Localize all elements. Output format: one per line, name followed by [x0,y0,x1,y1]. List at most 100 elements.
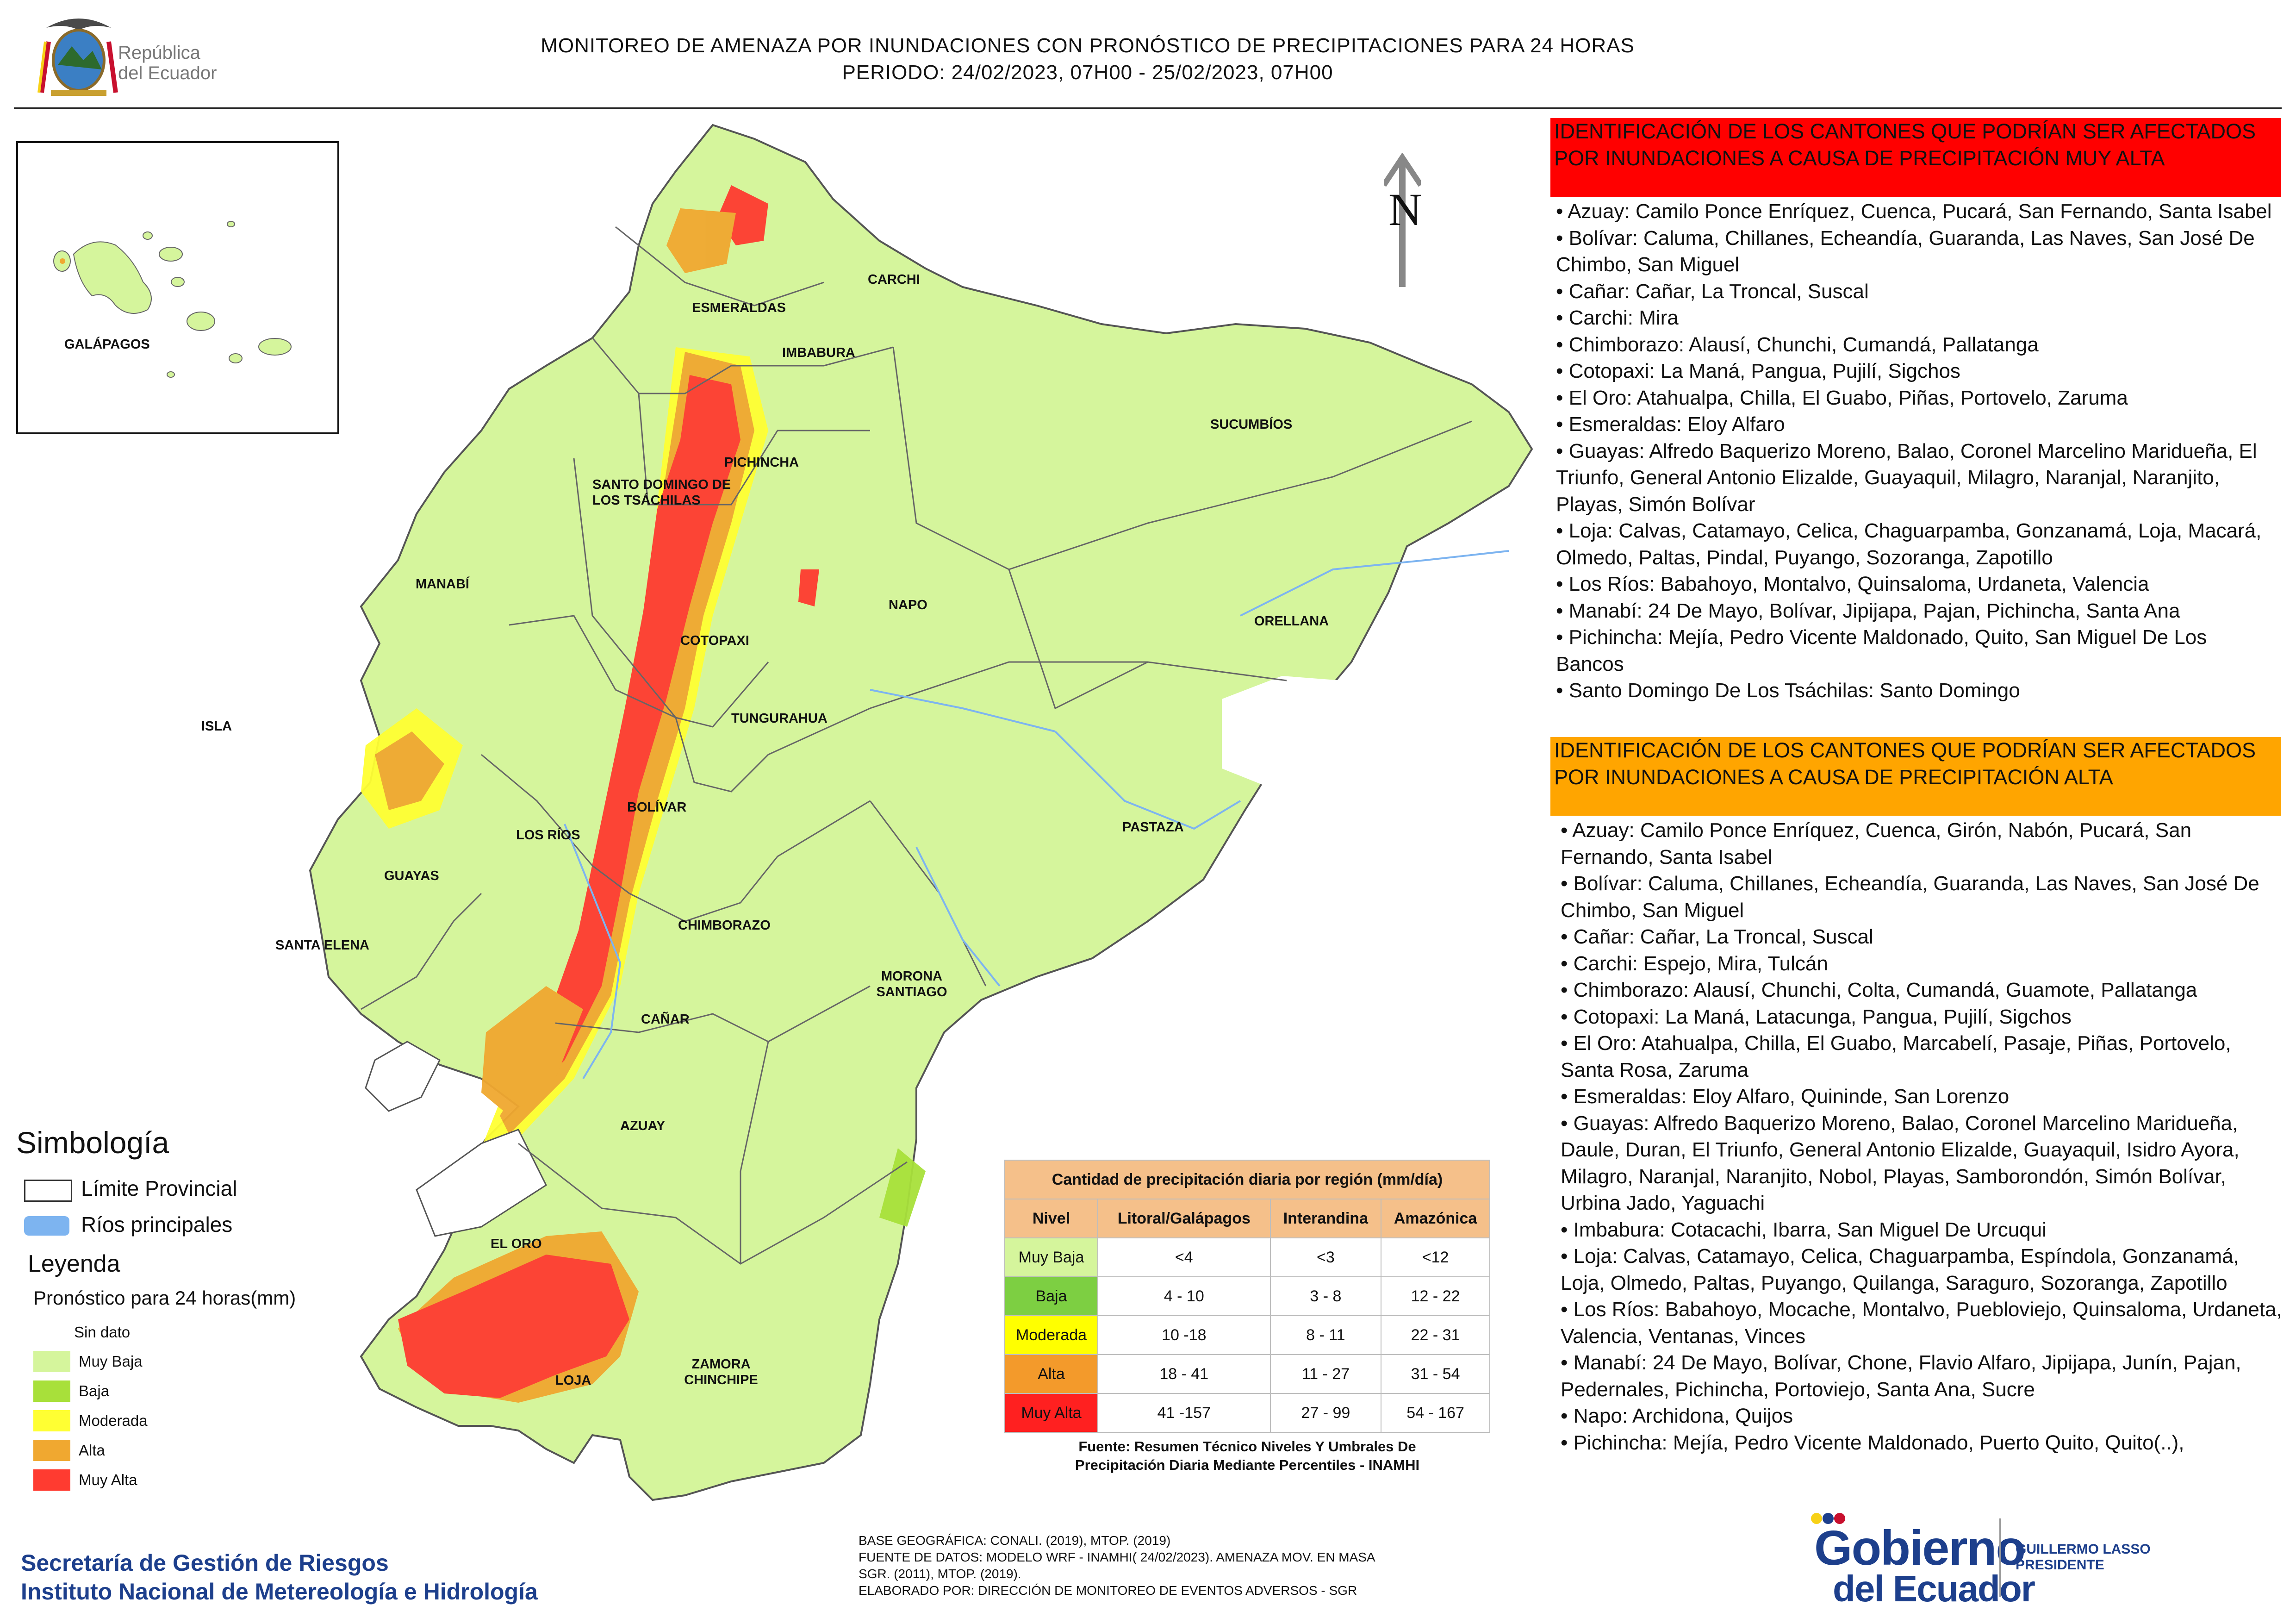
province-label-imbabura: IMBABURA [782,345,855,360]
table-cell: 4 - 10 [1097,1276,1271,1316]
province-label-manabi: MANABÍ [416,577,469,592]
list-item: • Azuay: Camilo Ponce Enríquez, Cuenca, … [1561,819,2192,868]
pronostico-title: Pronóstico para 24 horas(mm) [33,1287,296,1309]
list-item: • Carchi: Espejo, Mira, Tulcán [1561,952,1828,975]
base-note-line: SGR. (2011), MTOP. (2019). [859,1567,1021,1581]
legend-swatch [33,1469,70,1491]
list-item: • Loja: Calvas, Catamayo, Celica, Chagua… [1561,1245,2239,1294]
table-row: Alta 18 - 41 11 - 27 31 - 54 [1004,1354,1490,1394]
gobierno-logo-text: Gobierno del Ecuador [1814,1521,2035,1609]
alta-header: IDENTIFICACIÓN DE LOS CANTONES QUE PODRÍ… [1550,737,2281,816]
table-source-note: Fuente: Resumen Técnico Niveles Y Umbral… [1004,1437,1490,1474]
list-item: • Chimborazo: Alausí, Chunchi, Cumandá, … [1556,333,2039,356]
legend-level-label: Sin dato [74,1324,131,1341]
list-item: • Carchi: Mira [1556,306,1679,329]
table-row: Baja 4 - 10 3 - 8 12 - 22 [1004,1276,1490,1316]
table-title: Cantidad de precipitación diaria por reg… [1004,1160,1490,1199]
table-cell: 10 -18 [1097,1315,1271,1355]
province-label-orellana: ORELLANA [1254,614,1329,629]
gobierno-line1: Gobierno [1814,1521,2026,1575]
list-item: • Napo: Archidona, Quijos [1561,1405,1793,1427]
legend-level-label: Baja [79,1382,110,1399]
table-cell: 18 - 41 [1097,1354,1271,1394]
ecuador-flood-threat-map: CARCHI ESMERALDAS IMBABURA SUCUMBÍOS SAN… [201,106,1620,1579]
table-cell: <3 [1269,1237,1382,1277]
country-outline [309,124,1533,1501]
province-label-isla: ISLA [201,719,232,734]
logo-text-line2: del Ecuador [118,63,217,83]
province-label-canar: CAÑAR [641,1012,690,1027]
legend-swatch [33,1410,70,1431]
muy-alta-header: IDENTIFICACIÓN DE LOS CANTONES QUE PODRÍ… [1550,118,2281,197]
province-label-los-rios: LOS RÍOS [516,828,580,843]
list-item: • Cotopaxi: La Maná, Pangua, Pujilí, Sig… [1556,360,1960,382]
institution-credits: Secretaría de Gestión de Riesgos Institu… [21,1549,538,1606]
list-item: • Santo Domingo De Los Tsáchilas: Santo … [1556,679,2020,702]
gobierno-logo-icon [1807,1507,1849,1532]
legend-level-label: Muy Baja [79,1353,143,1370]
list-item: • El Oro: Atahualpa, Chilla, El Guabo, M… [1561,1032,2231,1081]
table-cell: 22 - 31 [1381,1315,1490,1355]
table-cell-level: Moderada [1004,1315,1099,1355]
page-title: MONITOREO DE AMENAZA POR INUNDACIONES CO… [463,32,1712,86]
table-cell: 11 - 27 [1269,1354,1382,1394]
inset-galapagos-label: GALÁPAGOS [64,337,150,352]
table-cell-level: Muy Baja [1004,1237,1099,1277]
list-item: • Cañar: Cañar, La Troncal, Suscal [1556,280,1869,303]
province-label-esmeraldas: ESMERALDAS [692,300,786,315]
table-source-line1: Fuente: Resumen Técnico Niveles Y Umbral… [1078,1438,1416,1455]
list-item: • El Oro: Atahualpa, Chilla, El Guabo, P… [1556,386,2128,409]
province-label-pastaza: PASTAZA [1122,820,1184,835]
gobierno-separator [1999,1518,2001,1597]
legend-level-label: Muy Alta [79,1471,137,1488]
list-item: • Bolívar: Caluma, Chillanes, Echeandía,… [1556,226,2255,276]
province-label-guayas: GUAYAS [384,868,439,883]
galapagos-inset-map: GALÁPAGOS [16,141,339,434]
province-label-santa-elena: SANTA ELENA [275,938,369,953]
logo-text-line1: República [118,43,200,63]
presidente-name: GUILLERMO LASSO [2016,1542,2151,1557]
table-header: Litoral/Galápagos [1097,1199,1271,1238]
province-label-azuay: AZUAY [620,1118,666,1133]
table-header: Amazónica [1381,1199,1490,1238]
list-item: • Bolívar: Caluma, Chillanes, Echeandía,… [1561,872,2259,922]
header-divider [14,107,2282,109]
presidente-title: PRESIDENTE [2016,1557,2104,1573]
table-cell: 3 - 8 [1269,1276,1382,1316]
base-note-line: FUENTE DE DATOS: MODELO WRF - INAMHI( 24… [859,1550,1375,1564]
legend-swatch [33,1440,70,1461]
table-row: Muy Baja <4 <3 <12 [1004,1237,1490,1277]
rios-principales-label: Ríos principales [81,1212,233,1237]
province-label-cotopaxi: COTOPAXI [680,633,749,648]
muy-alta-cantones-list: • Azuay: Camilo Ponce Enríquez, Cuenca, … [1556,198,2278,704]
limite-provincial-label: Límite Provincial [81,1176,237,1200]
rios-principales-swatch [24,1216,69,1236]
list-item: • Los Ríos: Babahoyo, Montalvo, Quinsalo… [1556,573,2149,595]
republica-logo-text: República del Ecuador [118,43,217,83]
table-cell: 41 -157 [1097,1393,1271,1433]
legend-swatch [33,1351,70,1372]
list-item: • Cañar: Cañar, La Troncal, Suscal [1561,925,1873,948]
title-line1: MONITOREO DE AMENAZA POR INUNDACIONES CO… [541,34,1635,57]
table-cell: <4 [1097,1237,1271,1277]
legend-level-label: Alta [79,1442,105,1459]
base-note-line: BASE GEOGRÁFICA: CONALI. (2019), MTOP. (… [859,1533,1171,1548]
presidente-text: GUILLERMO LASSO PRESIDENTE [2016,1542,2151,1573]
credit-line1: Secretaría de Gestión de Riesgos [21,1550,389,1576]
list-item: • Imbabura: Cotacachi, Ibarra, San Migue… [1561,1218,2047,1241]
province-label-carchi: CARCHI [868,272,920,287]
limite-provincial-swatch [24,1180,72,1202]
alta-cantones-list: • Azuay: Camilo Ponce Enríquez, Cuenca, … [1561,817,2283,1456]
list-item: • Esmeraldas: Eloy Alfaro [1556,413,1785,436]
province-label-morona-santiago: MORONA SANTIAGO [876,969,947,999]
leyenda-title: Leyenda [28,1250,120,1277]
list-item: • Pichincha: Mejía, Pedro Vicente Maldon… [1561,1431,2184,1454]
province-label-tungurahua: TUNGURAHUA [731,711,828,726]
list-item: • Azuay: Camilo Ponce Enríquez, Cuenca, … [1556,200,2272,223]
legend-level-label: Moderada [79,1412,148,1429]
list-item: • Manabí: 24 De Mayo, Bolívar, Jipijapa,… [1556,599,2180,622]
table-row: Muy Alta 41 -157 27 - 99 54 - 167 [1004,1393,1490,1433]
credit-line2: Instituto Nacional de Metereología e Hid… [21,1579,538,1605]
base-notes: BASE GEOGRÁFICA: CONALI. (2019), MTOP. (… [859,1532,1375,1599]
table-cell-level: Muy Alta [1004,1393,1099,1433]
